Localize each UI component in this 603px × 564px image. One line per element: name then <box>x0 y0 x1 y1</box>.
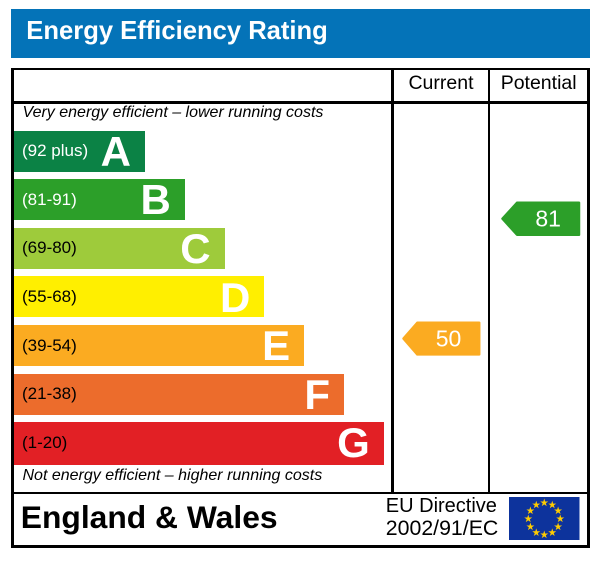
svg-text:81: 81 <box>535 205 561 231</box>
svg-text:50: 50 <box>436 326 462 352</box>
